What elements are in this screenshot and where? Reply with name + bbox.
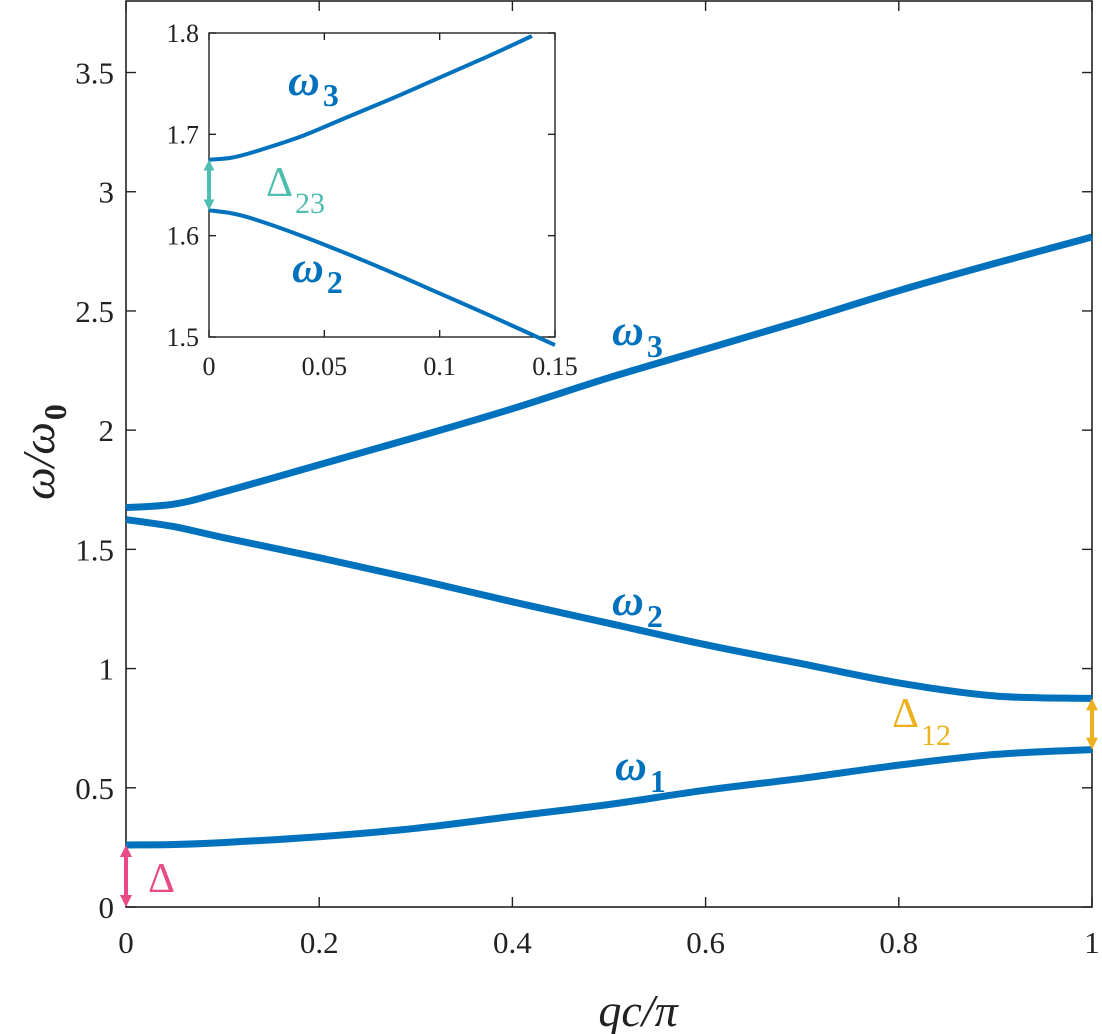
gap-arrow-1-head-top — [1086, 698, 1098, 711]
y-tick-label: 1 — [99, 652, 115, 687]
gap-arrow-0-head-bottom — [120, 895, 132, 907]
x-tick-label: 0.6 — [686, 925, 725, 960]
inset-background — [209, 33, 555, 337]
y-tick-label: 2.5 — [75, 294, 114, 329]
inset-gap-arrow-0-head-top — [203, 159, 215, 171]
x-tick-label: 0 — [118, 925, 134, 960]
omega3-label-main: ω — [612, 306, 644, 355]
main-gap-annotations — [120, 698, 1098, 907]
y-axis-title: ω/ω 0 — [13, 404, 73, 500]
omega1-label-sub: 1 — [650, 763, 666, 799]
y-tick-label: 1.5 — [75, 532, 114, 567]
series-line-ω3 — [125, 233, 1093, 512]
omega2-curve-label: ω2 — [612, 576, 663, 634]
x-tick-label: 0 — [203, 352, 216, 381]
series-line-ω2 — [125, 516, 1093, 702]
delta-gap-label: Δ — [148, 856, 175, 902]
omega1-label-main: ω — [615, 741, 647, 790]
inset-series-group — [208, 34, 556, 347]
y-tick-label: 1.5 — [167, 323, 200, 352]
y-tick-label: 0.5 — [75, 771, 114, 806]
x-tick-label: 0.15 — [532, 352, 578, 381]
omega2-label-sub: 2 — [647, 598, 663, 634]
x-axis-title: qc/π — [598, 985, 679, 1034]
y-tick-label: 1.6 — [167, 222, 200, 251]
omega2-label-main: ω — [612, 576, 644, 625]
inset-omega3-main: ω — [288, 56, 320, 105]
delta12-sub: 12 — [921, 719, 951, 752]
x-tick-label: 0.1 — [423, 352, 456, 381]
main-y-ticks: 0 0.5 1 1.5 2 2.5 3 3.5 — [75, 56, 1092, 925]
y-axis-title-main: ω/ω — [13, 422, 64, 500]
y-axis-title-sub: 0 — [37, 404, 73, 420]
x-tick-label: 0.05 — [302, 352, 348, 381]
x-tick-label: 0.8 — [879, 925, 918, 960]
delta23-sub: 23 — [295, 187, 325, 220]
x-tick-label: 0.2 — [300, 925, 339, 960]
y-tick-label: 1.7 — [167, 120, 200, 149]
series-line-ω3 — [208, 34, 533, 162]
series-line-ω1 — [125, 746, 1093, 849]
y-tick-label: 2 — [99, 413, 115, 448]
main-series-group — [125, 233, 1093, 849]
y-tick-label: 0 — [99, 890, 115, 925]
main-plot: 0 0.2 0.4 0.6 0.8 1 00.511.522.533.5 ω1 ω2 ω3… — [13, 0, 1100, 1034]
inset-gap-annotations — [203, 159, 215, 211]
y-tick-label: 3.5 — [75, 56, 114, 91]
inset-omega2-sub: 2 — [327, 264, 343, 300]
gap-arrow-0-head-top — [120, 845, 132, 858]
main-x-ticks: 0 0.2 0.4 0.6 0.8 1 — [118, 1, 1100, 960]
inset-omega3-label: ω3 — [288, 56, 339, 113]
x-tick-label: 0.4 — [493, 925, 532, 960]
inset-y-ticks: 1.5 1.6 1.7 1.8 — [167, 19, 555, 352]
y-tick-label: 3 — [99, 175, 115, 210]
series-line-ω2 — [208, 208, 556, 347]
inset-omega3-sub: 3 — [323, 77, 339, 113]
inset-x-ticks: 0 0.05 0.1 0.15 — [203, 33, 578, 381]
delta23-gap-label: Δ23 — [266, 160, 325, 220]
y-tick-label: 1.8 — [167, 19, 200, 48]
inset-omega2-label: ω2 — [292, 243, 343, 300]
delta23-main: Δ — [266, 160, 293, 206]
omega3-curve-label: ω3 — [612, 306, 663, 364]
main-plot-frame — [125, 0, 1093, 908]
omega3-label-sub: 3 — [647, 328, 663, 364]
inset-gap-arrow-0-head-bottom — [203, 199, 215, 211]
inset-omega2-main: ω — [292, 243, 324, 292]
delta12-main: Δ — [892, 691, 919, 737]
gap-arrow-1-head-bottom — [1086, 737, 1098, 750]
x-tick-label: 1 — [1084, 925, 1100, 960]
delta12-gap-label: Δ12 — [892, 691, 951, 752]
inset-plot: 0 0.05 0.1 0.15 1.51.61.71.8 ω3 ω2 Δ23 — [167, 19, 578, 381]
omega1-curve-label: ω1 — [615, 741, 666, 799]
